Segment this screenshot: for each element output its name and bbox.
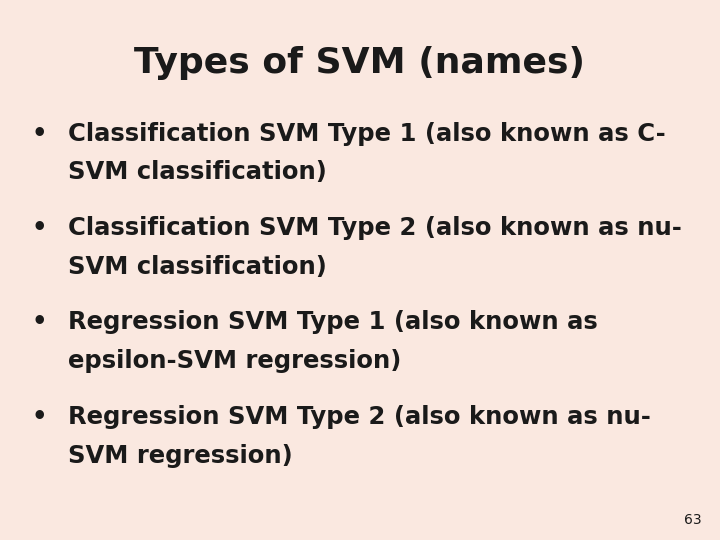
Text: SVM classification): SVM classification) — [68, 160, 328, 184]
Text: Types of SVM (names): Types of SVM (names) — [135, 46, 585, 80]
Text: •: • — [32, 122, 48, 145]
Text: SVM regression): SVM regression) — [68, 444, 293, 468]
Text: Classification SVM Type 1 (also known as C-: Classification SVM Type 1 (also known as… — [68, 122, 666, 145]
Text: 63: 63 — [685, 512, 702, 526]
Text: •: • — [32, 405, 48, 429]
Text: epsilon-SVM regression): epsilon-SVM regression) — [68, 349, 402, 373]
Text: •: • — [32, 216, 48, 240]
Text: Regression SVM Type 2 (also known as nu-: Regression SVM Type 2 (also known as nu- — [68, 405, 652, 429]
Text: SVM classification): SVM classification) — [68, 255, 328, 279]
Text: Classification SVM Type 2 (also known as nu-: Classification SVM Type 2 (also known as… — [68, 216, 683, 240]
Text: Regression SVM Type 1 (also known as: Regression SVM Type 1 (also known as — [68, 310, 598, 334]
Text: •: • — [32, 310, 48, 334]
